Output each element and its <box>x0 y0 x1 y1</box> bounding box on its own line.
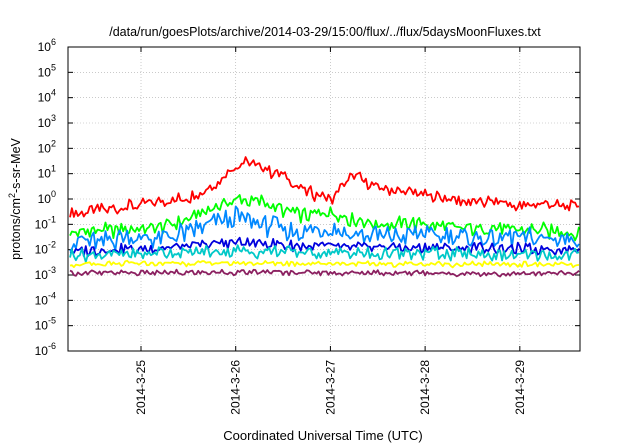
series-line-5 <box>69 244 580 263</box>
grid-lines <box>68 47 580 351</box>
y-tick-label: 102 <box>38 138 56 155</box>
x-tick-label: 2014-3-25 <box>134 360 148 415</box>
x-tick-label: 2014-3-26 <box>229 360 243 415</box>
series-line-3 <box>69 205 580 252</box>
series-line-1 <box>69 156 580 218</box>
chart-title: /data/run/goesPlots/archive/2014-03-29/1… <box>109 25 541 39</box>
y-axis-ticks: 10-6 10-5 10-4 10-3 10-2 10-1 100 101 102 103 104 1… <box>35 37 580 358</box>
series-line-2 <box>69 194 580 242</box>
y-axis-label-pre: protons/cm <box>9 198 23 260</box>
x-tick-label: 2014-3-27 <box>323 360 337 415</box>
y-axis-label-post: -s-sr-MeV <box>9 137 23 193</box>
series-line-6 <box>69 259 580 269</box>
y-axis-label-sup: 2 <box>7 193 17 198</box>
y-tick-label: 10-3 <box>35 265 56 282</box>
y-tick-label: 100 <box>38 189 56 206</box>
y-tick-label: 104 <box>38 88 56 105</box>
y-tick-label: 103 <box>38 113 56 130</box>
series-lines <box>69 156 580 278</box>
y-tick-label: 10-4 <box>35 290 56 307</box>
y-tick-label: 10-6 <box>35 341 56 358</box>
y-tick-label: 10-5 <box>35 316 56 333</box>
y-tick-label: 105 <box>38 62 56 79</box>
y-tick-label: 10-1 <box>35 214 56 231</box>
series-line-4 <box>69 236 580 258</box>
y-tick-label: 106 <box>38 37 56 54</box>
series-line-7 <box>69 268 580 278</box>
y-tick-label: 101 <box>38 164 56 181</box>
x-tick-label: 2014-3-28 <box>418 360 432 415</box>
x-axis-ticks: 2014-3-25 2014-3-26 2014-3-27 2014-3-28 2014… <box>134 47 527 415</box>
y-tick-label: 10-2 <box>35 240 56 257</box>
x-tick-label: 2014-3-29 <box>513 360 527 415</box>
y-axis-label: protons/cm2-s-sr-MeV <box>7 137 23 259</box>
x-axis-label: Coordinated Universal Time (UTC) <box>223 428 422 443</box>
